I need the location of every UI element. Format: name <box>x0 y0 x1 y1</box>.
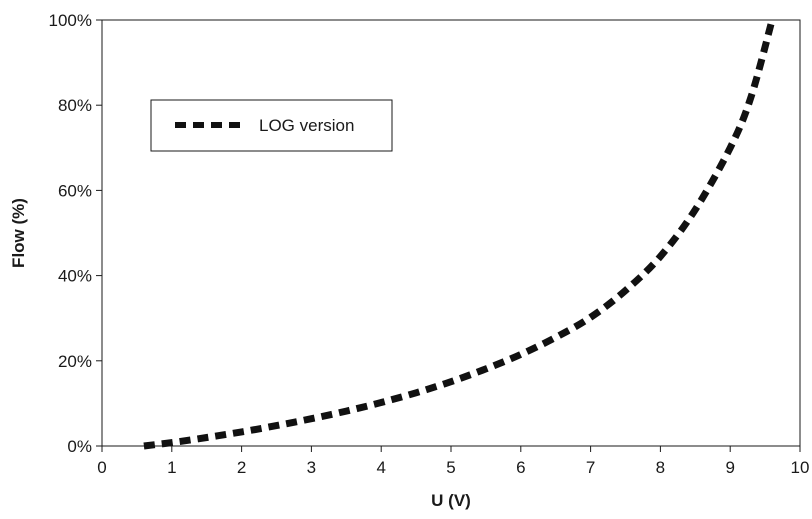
x-tick-label: 9 <box>725 458 734 477</box>
x-tick-label: 6 <box>516 458 525 477</box>
x-tick-label: 1 <box>167 458 176 477</box>
x-tick-label: 0 <box>97 458 106 477</box>
x-tick-label: 7 <box>586 458 595 477</box>
series-layer <box>143 19 776 450</box>
y-tick-label: 0% <box>67 437 92 456</box>
x-tick-label: 3 <box>307 458 316 477</box>
x-tick-label: 4 <box>376 458 385 477</box>
x-tick-label: 5 <box>446 458 455 477</box>
y-axis-label: Flow (%) <box>9 198 28 268</box>
x-tick-label: 8 <box>656 458 665 477</box>
x-axis-label: U (V) <box>431 491 471 510</box>
legend: LOG version <box>150 99 393 152</box>
x-axis-ticks: 0 1 2 3 4 5 6 7 8 9 10 <box>97 446 809 477</box>
x-tick-label: 2 <box>237 458 246 477</box>
legend-entry-label: LOG version <box>259 116 354 135</box>
x-tick-label: 10 <box>791 458 810 477</box>
y-tick-label: 100% <box>49 11 92 30</box>
series-line-0 <box>143 19 776 450</box>
y-axis-ticks: 0% 20% 40% 60% 80% 100% <box>49 11 102 456</box>
y-tick-label: 80% <box>58 96 92 115</box>
y-tick-label: 60% <box>58 181 92 200</box>
y-tick-label: 20% <box>58 352 92 371</box>
legend-box <box>150 99 393 152</box>
y-tick-label: 40% <box>58 267 92 286</box>
